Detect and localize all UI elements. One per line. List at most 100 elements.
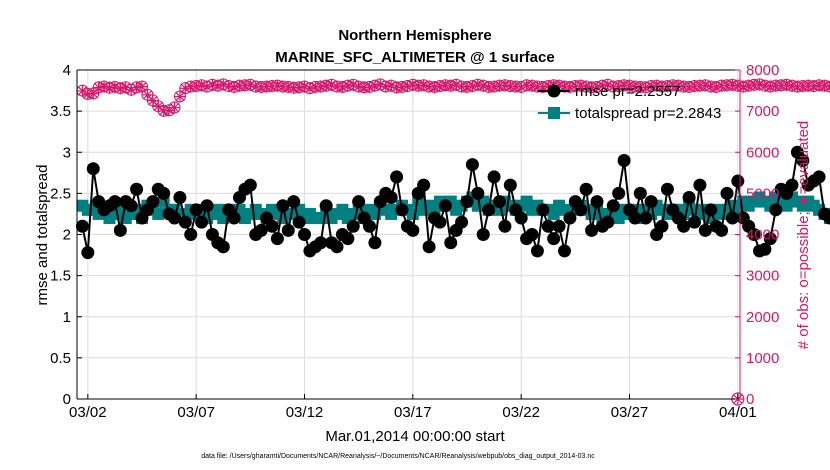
rmse-point: [698, 223, 712, 237]
rmse-point: [493, 195, 506, 209]
rmse-point: [476, 228, 490, 241]
rmse-point: [184, 228, 198, 241]
rmse-point: [157, 186, 171, 200]
evaluated-obs-point: [87, 87, 100, 100]
rmse-point: [639, 211, 653, 225]
rmse-point: [287, 195, 301, 209]
rmse-point: [503, 178, 517, 192]
series-layer: [75, 78, 830, 406]
rmse-point: [747, 228, 761, 241]
evaluated-obs-point: [163, 104, 176, 117]
rmse-point: [758, 242, 772, 256]
rmse-point: [352, 195, 366, 209]
evaluated-obs-point: [444, 79, 457, 92]
ticks: 0 0.5 1 1.5 2 2.5 3 3.5 4 0 1000 2000 3000 4000 5000 60…: [50, 62, 779, 421]
rmse-point: [130, 182, 144, 196]
rmse-point: [498, 219, 512, 233]
y-tick-label: 2.5: [50, 185, 71, 202]
rmse-point: [655, 219, 669, 233]
rmse-point: [254, 223, 268, 237]
totalspread-point: [406, 207, 419, 220]
rmse-point: [487, 170, 501, 184]
rmse-point: [541, 219, 555, 233]
rmse-point: [731, 174, 745, 188]
evaluated-obs-point: [173, 90, 186, 103]
y2-tick-label: 7000: [746, 103, 779, 120]
y-tick-label: 0: [63, 391, 71, 408]
rmse-point: [715, 223, 729, 237]
evaluated-obs-point: [195, 79, 208, 92]
rmse-point: [422, 240, 436, 254]
y-tick-label: 2: [63, 227, 71, 244]
evaluated-obs-point: [591, 81, 603, 94]
rmse-point: [612, 186, 626, 200]
rmse-point: [438, 199, 452, 213]
rmse-point: [124, 199, 138, 213]
y-axis-label: rmse and totalspread: [34, 165, 51, 306]
y-tick-label: 3.5: [50, 103, 71, 120]
rmse-point: [785, 178, 799, 192]
rmse-point: [406, 223, 420, 237]
rmse-point: [216, 240, 230, 254]
rmse-point: [558, 244, 571, 258]
x-tick-label: 03/07: [177, 404, 215, 421]
rmse-point: [243, 178, 257, 192]
rmse-point: [682, 190, 696, 204]
x-tick-label: 04/01: [719, 404, 757, 421]
evaluated-obs-point: [433, 80, 446, 93]
chart-subtitle: MARINE_SFC_ALTIMETER @ 1 surface: [275, 49, 554, 66]
rmse-point: [585, 223, 599, 237]
rmse-point: [270, 232, 284, 246]
rmse-point: [455, 215, 469, 229]
rmse-point: [514, 211, 528, 225]
y2-tick-label: 6000: [746, 144, 779, 161]
rmse-point: [108, 195, 122, 209]
rmse-point: [86, 162, 100, 176]
evaluated-obs-point: [98, 80, 111, 93]
legend: rmse pr=2.2557 totalspread pr=2.2843: [538, 83, 721, 122]
legend-totalspread-marker: [548, 107, 560, 119]
evaluated-obs-point: [168, 101, 181, 114]
rmse-point: [552, 219, 566, 233]
rmse-point: [644, 195, 658, 209]
rmse-point: [227, 211, 241, 225]
rmse-point: [763, 232, 777, 246]
totalspread-point: [152, 207, 165, 220]
rmse-point: [265, 219, 279, 233]
rmse-point: [444, 236, 458, 250]
y-tick-label: 3: [63, 144, 71, 161]
y2-tick-label: 5000: [746, 185, 779, 202]
rmse-point: [346, 219, 360, 233]
rmse-point: [298, 228, 311, 241]
rmse-point: [113, 223, 127, 237]
rmse-point: [525, 228, 539, 241]
rmse-point: [823, 211, 830, 225]
rmse-point: [75, 219, 89, 233]
rmse-point: [769, 203, 783, 217]
x-tick-label: 03/02: [69, 404, 107, 421]
x-tick-label: 03/12: [286, 404, 324, 421]
rmse-point: [601, 215, 615, 229]
rmse-point: [471, 186, 485, 200]
rmse-point: [189, 203, 203, 217]
rmse-point: [530, 244, 544, 258]
y-tick-label: 1: [63, 309, 71, 326]
rmse-point: [482, 203, 496, 217]
legend-rmse-marker: [547, 84, 561, 98]
y2-tick-label: 4000: [746, 227, 779, 244]
rmse-point: [547, 232, 561, 246]
rmse-point: [617, 153, 631, 167]
y-tick-label: 0.5: [50, 350, 71, 367]
y-tick-label: 4: [63, 62, 71, 79]
x-tick-label: 03/17: [394, 404, 432, 421]
y2-tick-label: 1000: [746, 350, 779, 367]
rmse-point: [574, 203, 588, 217]
legend-rmse-label: rmse pr=2.2557: [575, 83, 680, 100]
rmse-point: [606, 199, 620, 213]
rmse-point: [173, 190, 187, 204]
evaluated-obs-point: [477, 79, 490, 92]
series-rmse: [75, 145, 830, 260]
y2-tick-label: 8000: [746, 62, 779, 79]
rmse-point: [81, 246, 95, 260]
